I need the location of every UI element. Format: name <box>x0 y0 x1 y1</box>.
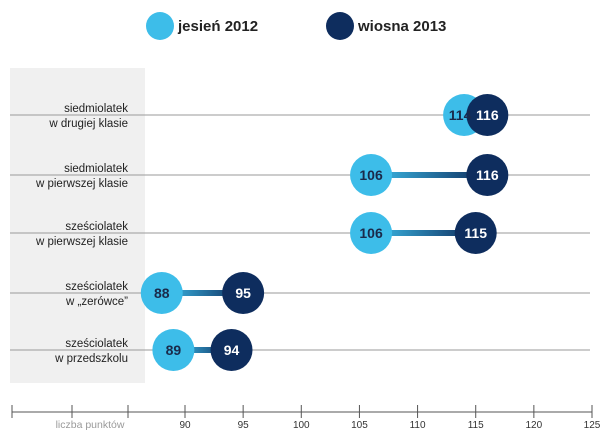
x-axis: 90 95 100 105 110 115 120 125 <box>11 405 600 431</box>
row-5: sześciolatek w przedszkolu 89 94 <box>10 329 590 371</box>
dot-autumn <box>152 329 195 371</box>
value-label-spring: 95 <box>235 285 251 301</box>
x-tick-label: 115 <box>468 420 484 431</box>
legend-marker-spring <box>326 12 354 40</box>
legend-marker-autumn <box>146 12 174 40</box>
category-panel <box>10 68 145 383</box>
value-label-autumn: 114 <box>449 107 472 123</box>
dot-spring <box>466 154 509 196</box>
category-label-line: w „zerówce” <box>65 296 128 308</box>
category-label: sześciolatek w pierwszej klasie <box>35 221 128 248</box>
category-label-line: w przedszkolu <box>54 353 128 365</box>
legend-label-spring: wiosna 2013 <box>357 18 446 35</box>
value-label-autumn: 89 <box>166 342 182 358</box>
category-label-line: siedmiolatek <box>64 163 128 175</box>
value-label-spring: 115 <box>464 225 487 241</box>
category-label-line: siedmiolatek <box>64 103 128 115</box>
row-2: siedmiolatek w pierwszej klasie 106 116 <box>10 154 590 196</box>
category-label: siedmiolatek w pierwszej klasie <box>35 163 128 190</box>
value-label-spring: 116 <box>476 107 499 123</box>
dot-autumn <box>350 212 393 254</box>
x-tick-label: 110 <box>410 420 426 431</box>
value-label-autumn: 88 <box>154 285 170 301</box>
category-label-line: sześciolatek <box>65 221 128 233</box>
connector-bar <box>173 347 232 353</box>
dot-autumn <box>350 154 393 196</box>
x-tick-label: 120 <box>526 420 543 431</box>
x-axis-label: liczba punktów <box>56 419 125 431</box>
legend-label-autumn: jesień 2012 <box>177 18 258 35</box>
category-label-line: w drugiej klasie <box>48 118 128 130</box>
row-1: siedmiolatek w drugiej klasie 114 116 <box>10 94 590 136</box>
dot-autumn <box>140 272 183 314</box>
connector-bar <box>371 230 476 236</box>
dot-spring <box>222 272 265 314</box>
category-label-line: w pierwszej klasie <box>35 236 128 248</box>
category-label-line: w pierwszej klasie <box>35 178 128 190</box>
legend: jesień 2012 wiosna 2013 <box>146 12 446 40</box>
category-label: sześciolatek w „zerówce” <box>65 281 128 308</box>
connector-bar <box>161 290 244 296</box>
dot-spring <box>210 329 253 371</box>
dot-spring <box>466 94 509 136</box>
category-label: siedmiolatek w drugiej klasie <box>48 103 128 130</box>
row-4: sześciolatek w „zerówce” 88 95 <box>10 272 590 314</box>
category-label-line: sześciolatek <box>65 338 128 350</box>
dot-spring <box>454 212 497 254</box>
connector-bar <box>371 172 488 178</box>
category-label: sześciolatek w przedszkolu <box>54 338 128 365</box>
x-tick-label: 100 <box>293 420 310 431</box>
x-tick-label: 105 <box>351 420 368 431</box>
x-tick-label: 95 <box>238 420 250 431</box>
value-label-autumn: 106 <box>359 225 383 241</box>
value-label-spring: 94 <box>224 342 240 358</box>
row-3: sześciolatek w pierwszej klasie 106 115 <box>10 212 590 254</box>
value-label-spring: 116 <box>476 167 499 183</box>
value-label-autumn: 106 <box>359 167 383 183</box>
category-label-line: sześciolatek <box>65 281 128 293</box>
x-tick-label: 90 <box>179 420 191 431</box>
x-tick-label: 125 <box>584 420 600 431</box>
